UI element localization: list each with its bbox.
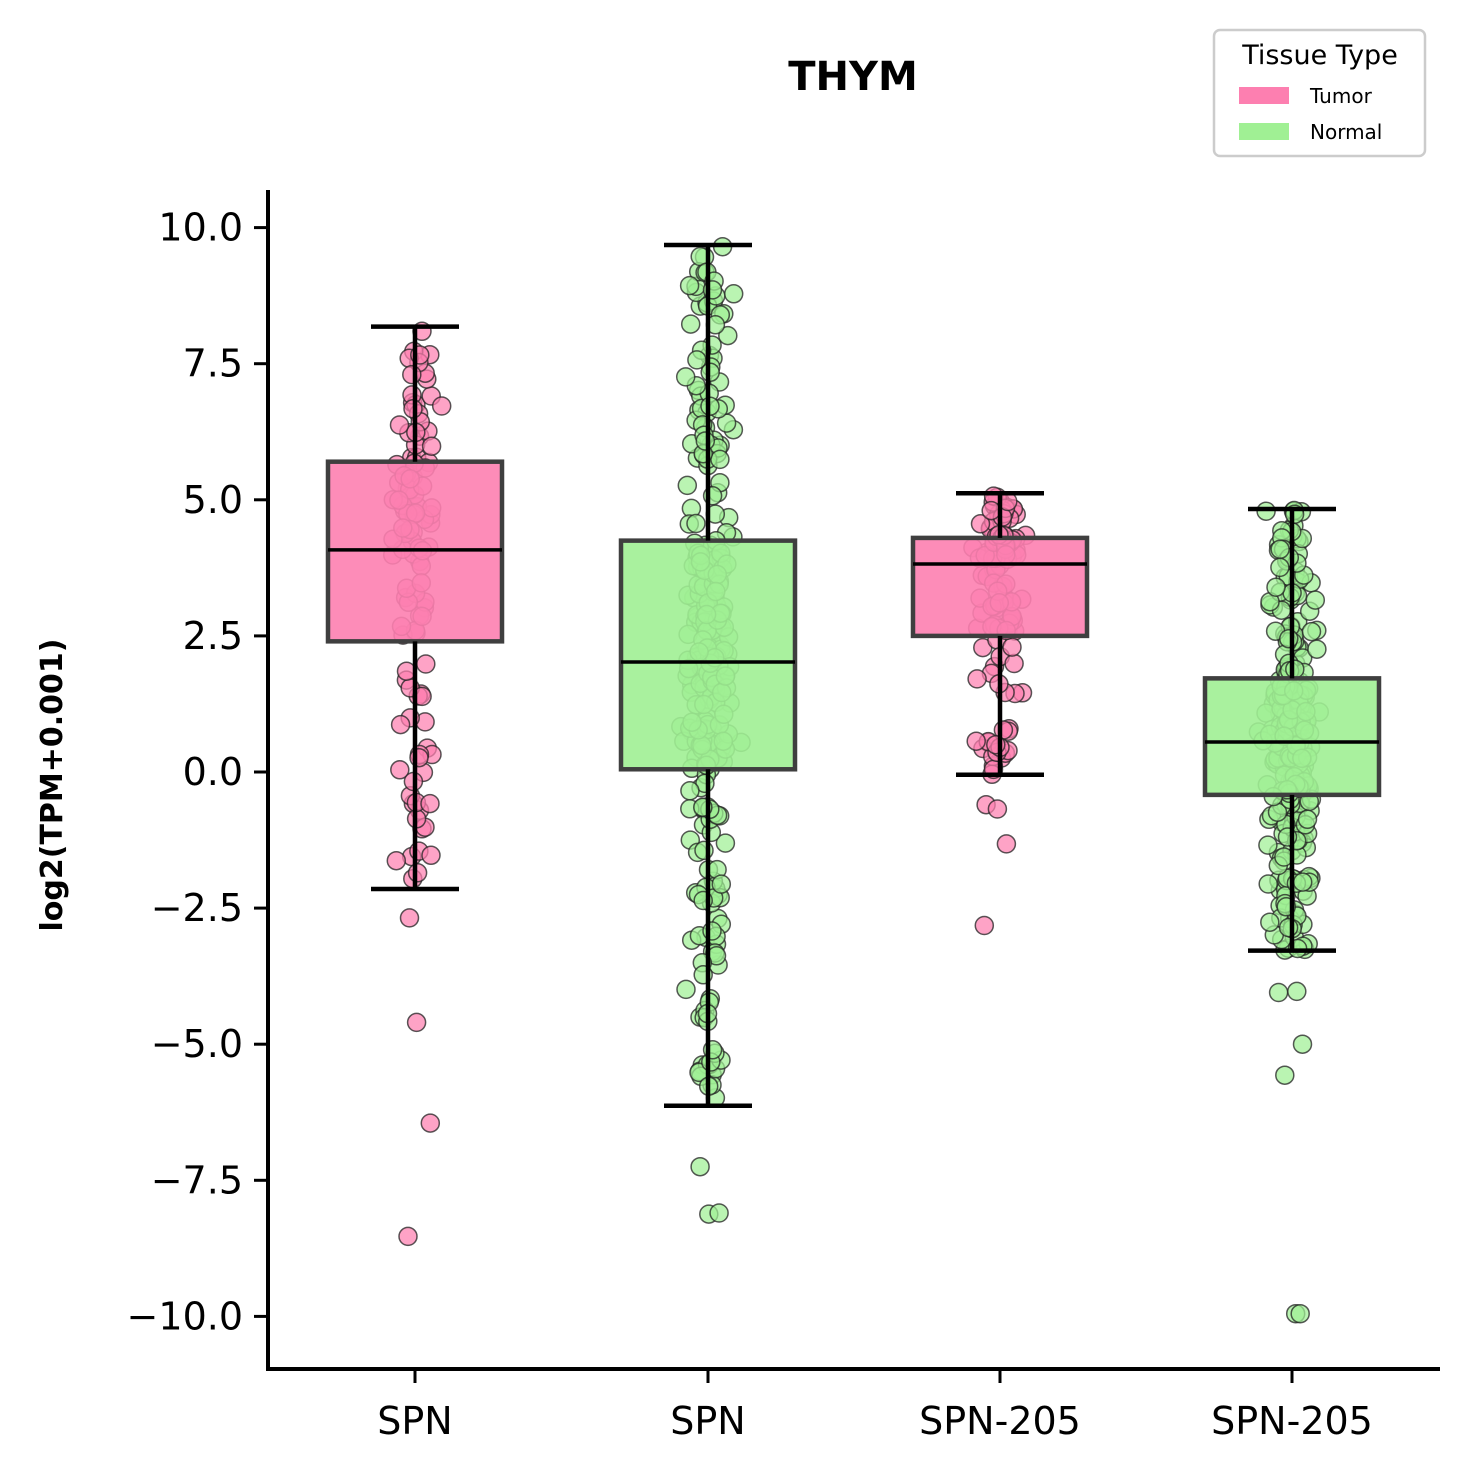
- data-point: [715, 833, 736, 853]
- data-point: [409, 747, 429, 768]
- data-point: [1258, 874, 1278, 894]
- outlier-point: [398, 1226, 418, 1247]
- x-tick-label: SPN-205: [919, 1399, 1081, 1443]
- data-point: [421, 436, 442, 456]
- data-point: [723, 284, 744, 304]
- x-tick-label: SPN: [670, 1399, 745, 1443]
- data-point: [680, 781, 700, 801]
- data-point: [718, 325, 738, 346]
- data-point: [420, 793, 440, 814]
- y-tick-label: 10.0: [158, 206, 243, 250]
- legend-label-normal: Normal: [1310, 120, 1382, 144]
- data-point: [1292, 872, 1313, 892]
- data-point: [386, 850, 407, 871]
- box-1: [618, 242, 798, 1108]
- data-point: [1004, 653, 1024, 674]
- data-point: [402, 364, 422, 385]
- y-tick-label: 5.0: [183, 478, 243, 522]
- y-tick-label: −2.5: [151, 886, 243, 930]
- data-point: [694, 840, 714, 861]
- outlier-point: [987, 799, 1008, 819]
- data-point: [970, 514, 991, 534]
- y-axis-label: log2(TPM+0.001): [35, 639, 70, 932]
- data-point: [1279, 628, 1299, 649]
- data-point: [1258, 835, 1278, 855]
- data-point: [1270, 539, 1290, 560]
- legend-label-tumor: Tumor: [1309, 84, 1373, 108]
- box-0: [325, 324, 505, 892]
- x-tick-label: SPN-205: [1211, 1399, 1373, 1443]
- box-body: [910, 535, 1090, 639]
- outlier-point: [1268, 982, 1289, 1003]
- outlier-point: [399, 908, 420, 928]
- data-point: [711, 874, 732, 894]
- outlier-point: [406, 1012, 427, 1033]
- data-point: [981, 500, 1001, 521]
- x-ticks: SPN SPN SPN-205 SPN-205: [377, 1369, 1373, 1443]
- legend-title: Tissue Type: [1241, 40, 1398, 71]
- outlier-point: [1292, 1034, 1313, 1054]
- outlier-points: [398, 794, 1313, 1324]
- data-point: [710, 449, 730, 470]
- data-point: [1278, 917, 1299, 938]
- y-ticks: 10.0 7.5 5.0 2.5 0.0 −2.5 −5.0 −7.5 −10.0: [127, 206, 268, 1338]
- data-point: [1307, 639, 1327, 659]
- box-3: [1202, 506, 1382, 953]
- data-point: [390, 714, 411, 735]
- data-point: [686, 513, 706, 534]
- data-point: [1285, 659, 1305, 679]
- data-point: [416, 654, 436, 674]
- data-point: [1305, 590, 1326, 610]
- data-point: [1301, 621, 1322, 642]
- outlier-point: [690, 1156, 710, 1177]
- data-point: [676, 979, 696, 1000]
- outlier-point: [1275, 1065, 1295, 1085]
- y-tick-label: −7.5: [151, 1158, 243, 1202]
- data-point: [675, 367, 696, 387]
- y-tick-label: −5.0: [151, 1022, 243, 1066]
- box-body: [1202, 676, 1382, 798]
- data-point: [702, 921, 722, 941]
- data-point: [389, 415, 410, 435]
- y-tick-label: 7.5: [183, 342, 243, 386]
- y-tick-label: 2.5: [183, 614, 243, 658]
- legend: Tissue Type Tumor Normal: [1212, 28, 1427, 158]
- data-point: [421, 845, 441, 866]
- y-tick-label: −10.0: [127, 1294, 243, 1338]
- y-tick-label: 0.0: [183, 750, 243, 794]
- data-point: [431, 396, 452, 416]
- x-tick-label: SPN: [377, 1399, 452, 1443]
- outlier-point: [974, 915, 995, 936]
- boxes: [325, 242, 1382, 1108]
- data-point: [407, 863, 428, 883]
- data-point: [1260, 912, 1280, 932]
- legend-swatch-tumor: [1239, 87, 1289, 104]
- outlier-point: [1287, 981, 1307, 1002]
- data-point: [1266, 577, 1286, 597]
- data-point: [967, 669, 987, 689]
- outlier-point: [1290, 1303, 1310, 1324]
- data-point: [679, 275, 700, 296]
- outlier-point: [709, 1203, 729, 1223]
- outlier-point: [420, 1113, 441, 1133]
- data-point: [1002, 637, 1022, 657]
- data-point: [966, 731, 986, 751]
- box-body: [618, 538, 798, 772]
- data-point: [1270, 557, 1290, 578]
- legend-swatch-normal: [1239, 123, 1289, 140]
- data-point: [680, 314, 701, 334]
- chart-title: THYM: [788, 54, 918, 100]
- jitter-points: [382, 236, 1330, 1108]
- box-2: [910, 491, 1090, 777]
- data-point: [1297, 809, 1318, 830]
- outlier-point: [996, 834, 1017, 854]
- data-point: [687, 350, 707, 370]
- data-point: [390, 760, 410, 780]
- data-point: [695, 431, 716, 451]
- data-point: [677, 475, 698, 496]
